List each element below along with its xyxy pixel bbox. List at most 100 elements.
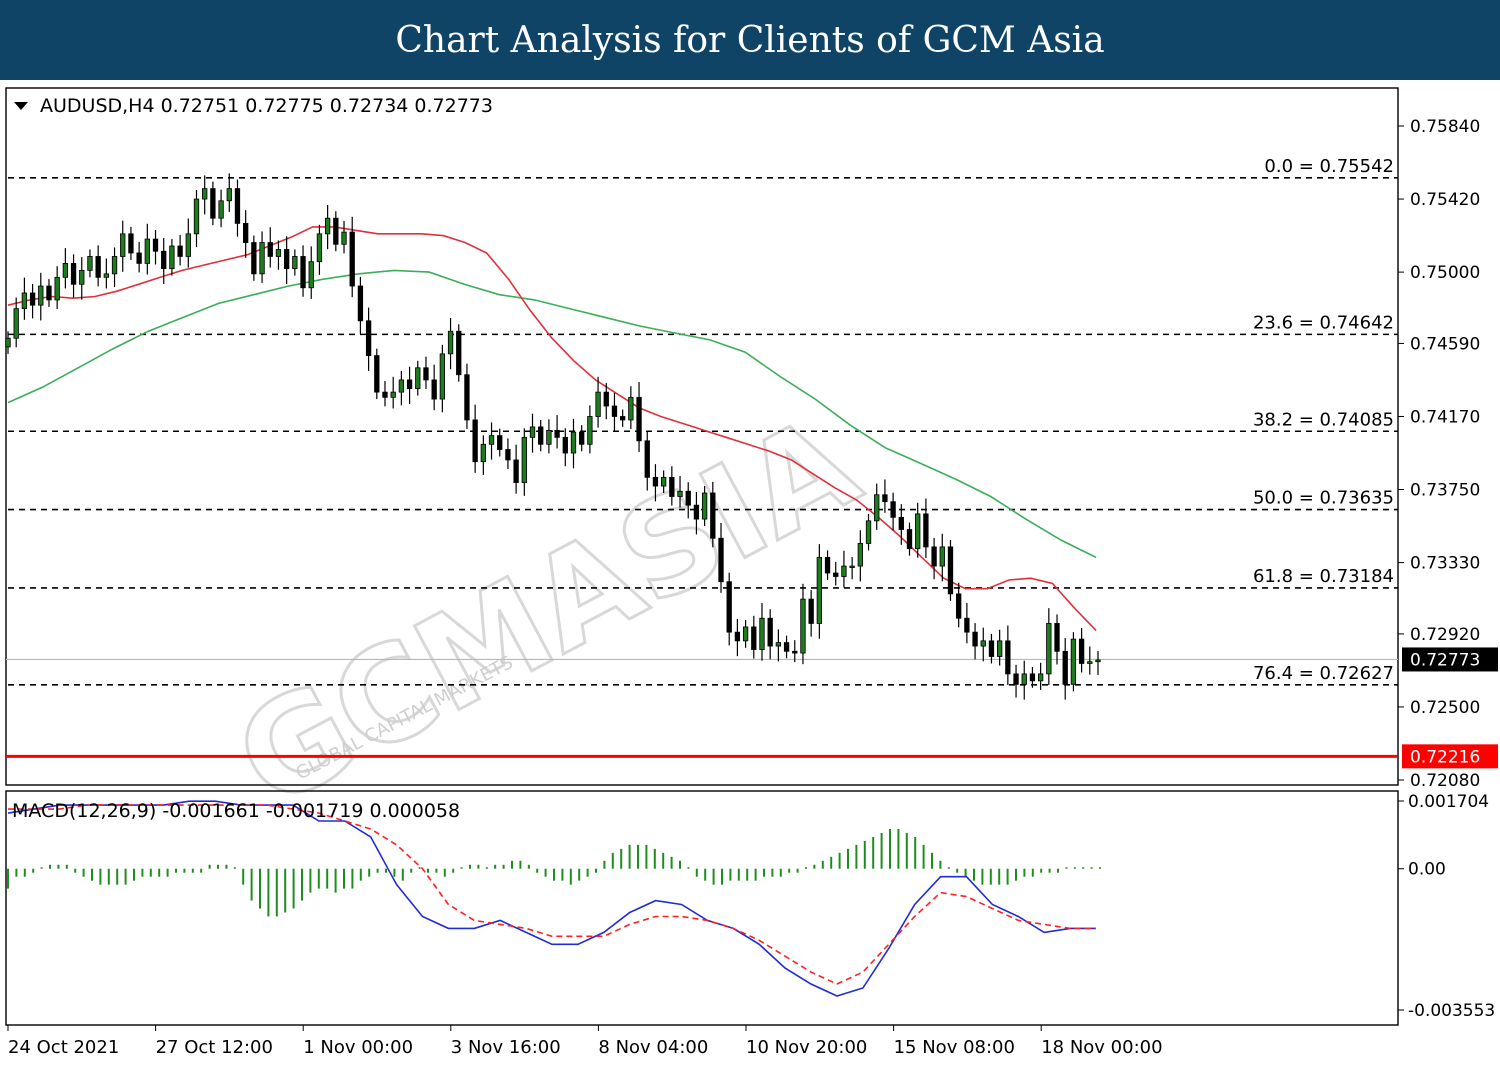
- candle-body: [431, 379, 437, 400]
- candle-body: [210, 188, 216, 219]
- candle-body: [964, 617, 970, 633]
- candle-body: [644, 440, 650, 478]
- candle-body: [660, 476, 667, 487]
- candle-body: [546, 429, 552, 445]
- time-axis-label: 3 Nov 16:00: [451, 1037, 561, 1058]
- candle-body: [177, 245, 183, 257]
- candle-body: [1005, 640, 1011, 675]
- banner-title: Chart Analysis for Clients of GCM Asia: [395, 19, 1105, 61]
- candle-body: [849, 565, 855, 568]
- price-axis-label: 0.73330: [1410, 554, 1480, 574]
- candle-body: [513, 459, 519, 483]
- candle-body: [226, 188, 232, 202]
- candle-body: [857, 543, 863, 567]
- candle-body: [562, 436, 568, 454]
- candle-body: [1046, 623, 1052, 675]
- candle-body: [742, 626, 749, 642]
- candle-body: [767, 617, 773, 647]
- candle-body: [841, 565, 847, 577]
- candle-body: [365, 320, 372, 356]
- candle-body: [316, 233, 323, 263]
- candle-body: [193, 198, 200, 235]
- candle-body: [939, 546, 945, 567]
- candle-body: [1095, 659, 1101, 663]
- candle-body: [447, 330, 454, 355]
- candle-body: [972, 631, 978, 647]
- current-price-label: 0.72773: [1410, 650, 1480, 670]
- candle-body: [710, 492, 716, 539]
- candle-body: [152, 238, 159, 252]
- candle-body: [333, 217, 339, 245]
- candle-body: [693, 504, 700, 520]
- candle-body: [751, 626, 757, 650]
- candle-body: [1037, 673, 1044, 682]
- candle-body: [824, 556, 831, 574]
- candle-body: [95, 256, 101, 278]
- candle-body: [587, 416, 593, 445]
- candle-body: [111, 256, 118, 275]
- time-axis-label: 27 Oct 12:00: [156, 1037, 273, 1058]
- fibonacci-level-label: 23.6 = 0.74642: [1253, 312, 1394, 333]
- candle-body: [169, 245, 175, 270]
- candle-body: [283, 249, 290, 270]
- candle-body: [1070, 638, 1077, 685]
- fibonacci-level-label: 38.2 = 0.74085: [1253, 409, 1394, 430]
- candle-body: [538, 426, 544, 445]
- axes: 0.75840 0.75420 0.75000 0.74590 0.74170 0.737…: [7, 117, 1498, 1058]
- candle-body: [87, 256, 93, 271]
- candle-body: [136, 252, 142, 264]
- candle-body: [595, 391, 601, 417]
- candle-body: [374, 355, 380, 393]
- candle-body: [185, 233, 191, 257]
- candle-body: [251, 242, 257, 275]
- time-axis-label: 10 Nov 20:00: [746, 1037, 867, 1058]
- price-axis-label: 0.72500: [1410, 698, 1480, 718]
- price-axis-label: 0.74590: [1410, 334, 1480, 354]
- candle-body: [808, 598, 814, 624]
- candle-body: [29, 292, 36, 306]
- candle-body: [923, 513, 929, 548]
- chart-banner: Chart Analysis for Clients of GCM Asia: [0, 0, 1500, 80]
- candle-body: [1021, 673, 1027, 685]
- candle-body: [1029, 673, 1036, 682]
- candle-body: [816, 556, 823, 624]
- candle-body: [1013, 673, 1019, 685]
- candle-body: [529, 426, 536, 438]
- candle-body: [505, 449, 511, 461]
- macd-line: [7, 800, 1096, 997]
- candle-body: [775, 642, 782, 647]
- candle-body: [906, 529, 913, 550]
- candle-body: [423, 367, 429, 381]
- candle-body: [628, 396, 634, 421]
- price-axis-label: 0.75840: [1410, 117, 1480, 137]
- candle-body: [472, 419, 478, 463]
- candle-body: [357, 285, 364, 322]
- candle-body: [554, 429, 560, 438]
- macd-pane: [7, 800, 1101, 997]
- candle-body: [865, 520, 872, 544]
- candle-body: [218, 200, 224, 219]
- symbol-dropdown-icon[interactable]: [14, 102, 28, 110]
- candle-body: [70, 263, 77, 285]
- price-axis-label: 0.75000: [1410, 263, 1480, 283]
- candle-body: [456, 330, 462, 376]
- candle-body: [915, 513, 921, 550]
- price-pane-frame: [5, 87, 1399, 786]
- candle-body: [259, 242, 265, 275]
- time-axis-label: 18 Nov 00:00: [1041, 1037, 1162, 1058]
- candle-body: [439, 353, 446, 400]
- candle-body: [480, 443, 486, 463]
- time-axis-label: 15 Nov 08:00: [894, 1037, 1015, 1058]
- macd-axis-label: 0.00: [1408, 860, 1446, 880]
- candle-body: [5, 337, 11, 348]
- candle-body: [874, 494, 880, 522]
- candle-body: [415, 367, 421, 390]
- price-pane: 0.0 = 0.75542 23.6 = 0.74642 38.2 = 0.7408…: [5, 156, 1398, 758]
- candle-body: [349, 231, 355, 287]
- candle-body: [603, 391, 609, 407]
- time-axis-label: 1 Nov 00:00: [303, 1037, 413, 1058]
- support-price-tag: [1402, 744, 1498, 769]
- candle-body: [701, 492, 708, 520]
- support-price-label: 0.72216: [1410, 747, 1480, 767]
- price-axis-label: 0.74170: [1410, 407, 1480, 427]
